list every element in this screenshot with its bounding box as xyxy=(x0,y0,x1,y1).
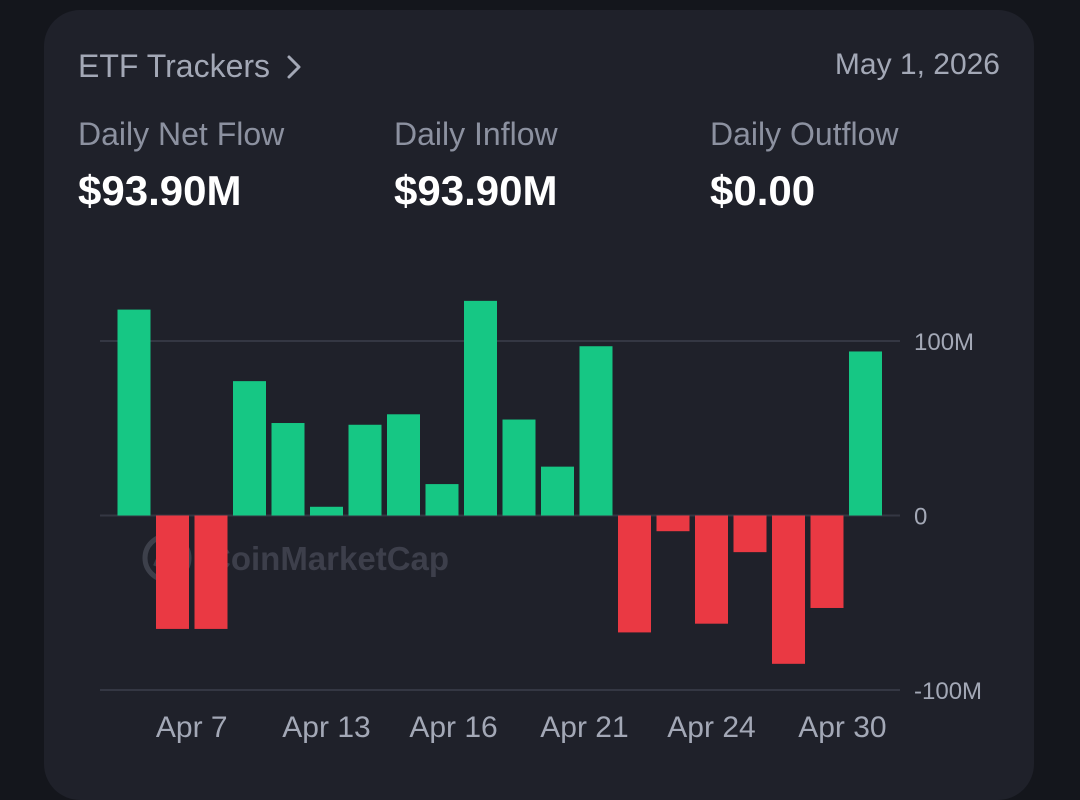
bar[interactable] xyxy=(425,484,459,516)
bar[interactable] xyxy=(502,419,536,516)
bar[interactable] xyxy=(656,515,690,532)
stat-value: $93.90M xyxy=(78,167,242,214)
bar[interactable] xyxy=(810,515,844,608)
bar[interactable] xyxy=(464,300,497,516)
bar[interactable] xyxy=(541,466,574,516)
etf-tracker-card: ETF Trackers May 1, 2026 Daily Net Flow … xyxy=(44,10,1034,800)
bar[interactable] xyxy=(618,515,651,633)
stat-label: Daily Outflow xyxy=(710,116,899,152)
x-tick-label: Apr 21 xyxy=(540,711,628,744)
stat-value: $93.90M xyxy=(394,167,558,214)
watermark-text: CoinMarketCap xyxy=(207,540,449,577)
bar[interactable] xyxy=(733,515,767,553)
y-tick-label: 100M xyxy=(914,329,974,356)
bar[interactable] xyxy=(695,515,728,624)
stat-label: Daily Net Flow xyxy=(78,116,285,152)
x-tick-label: Apr 16 xyxy=(409,711,497,744)
y-tick-label: -100M xyxy=(914,678,982,705)
etf-trackers-link[interactable]: ETF Trackers xyxy=(78,48,304,85)
bar[interactable] xyxy=(849,351,882,516)
y-tick-label: 0 xyxy=(914,504,927,531)
card-title: ETF Trackers xyxy=(78,48,271,84)
bar[interactable] xyxy=(348,424,382,516)
x-tick-label: Apr 30 xyxy=(798,711,886,744)
bar[interactable] xyxy=(117,309,151,516)
x-tick-label: Apr 7 xyxy=(156,711,228,744)
chevron-right-icon xyxy=(287,55,301,78)
net-flow-bar-chart: CoinMarketCap 100M 0 -100M Apr 7 Apr 13 Apr … xyxy=(100,300,982,744)
bar[interactable] xyxy=(579,346,613,516)
bar[interactable] xyxy=(387,414,420,516)
bar[interactable] xyxy=(233,381,266,516)
stat-value: $0.00 xyxy=(710,167,816,214)
stat-label: Daily Inflow xyxy=(394,116,558,152)
bar[interactable] xyxy=(772,515,805,664)
x-tick-label: Apr 13 xyxy=(282,711,370,744)
bar[interactable] xyxy=(271,423,305,516)
bar[interactable] xyxy=(194,515,228,629)
stat-inflow: Daily Inflow $93.90M xyxy=(394,116,558,215)
bar[interactable] xyxy=(310,506,343,516)
x-tick-label: Apr 24 xyxy=(667,711,755,744)
stat-outflow: Daily Outflow $0.00 xyxy=(710,116,899,215)
stat-net-flow: Daily Net Flow $93.90M xyxy=(78,116,284,215)
report-date: May 1, 2026 xyxy=(834,48,1000,81)
bar[interactable] xyxy=(156,515,189,629)
